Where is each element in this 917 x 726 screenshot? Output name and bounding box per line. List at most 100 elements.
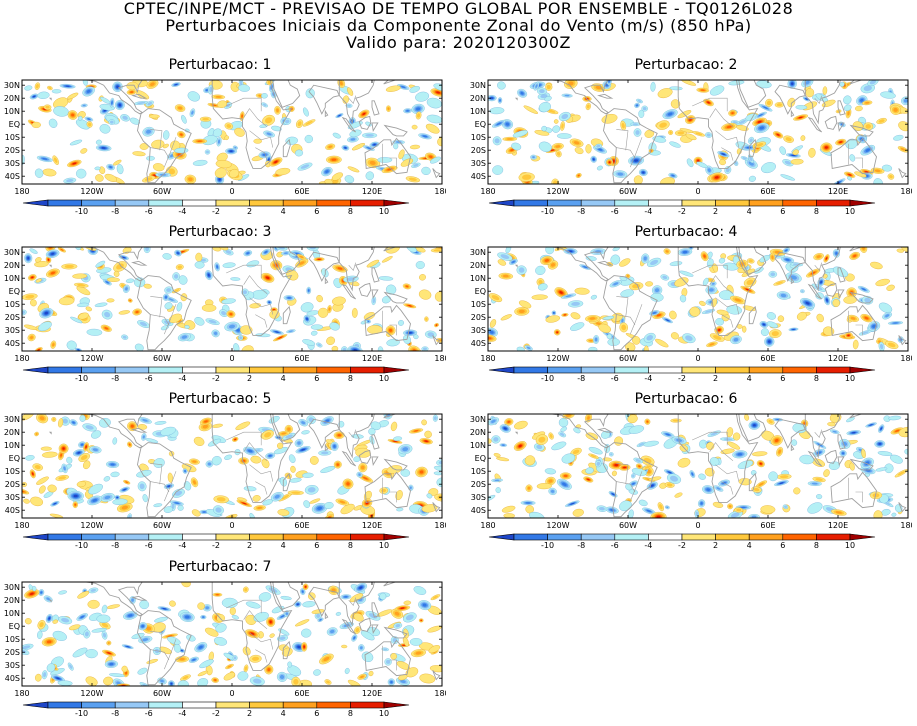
lon-tick-label: 120W [80,689,103,698]
colorbar-swatch [47,701,82,709]
panel-title: Perturbacao: 5 [168,391,272,407]
colorbar-swatch [513,366,548,374]
lon-tick-label: 180 [434,187,446,196]
colorbar-min-arrow [488,199,515,207]
anomaly-map: 30N 20N 10N EQ 10S 20S 30S 40S 180 120W 60W 0 60E 120… [470,79,912,216]
colorbar-label: 6 [780,374,785,383]
lon-tick-label: 180 [900,187,912,196]
perturbation-panel-1: Perturbacao: 1 30N 20N 10N EQ 10S 20S 30S 40S 180… [0,57,446,217]
lon-tick-label: 180 [14,689,29,698]
colorbar-label: -8 [111,541,119,550]
map-field [22,247,442,351]
colorbar-label: 10 [379,709,389,718]
colorbar-label: 6 [314,374,319,383]
lon-tick-label: 60E [294,521,309,530]
colorbar-swatch [648,533,683,541]
figure-title-line-2: Perturbacoes Iniciais da Componente Zona… [165,16,752,35]
perturbation-panel-4: Perturbacao: 4 30N 20N 10N EQ 10S 20S 30S 40S 180… [466,224,912,384]
colorbar-label: -2 [212,374,220,383]
lat-tick-label: 10N [470,274,486,283]
colorbar-swatch [816,199,851,207]
map-field [488,80,908,184]
anomaly-map: 30N 20N 10N EQ 10S 20S 30S 40S 180 120W 60W 0 60E 120… [4,413,446,550]
lon-tick-label: 120W [546,354,569,363]
lon-tick-label: 180 [900,521,912,530]
colorbar-label: 10 [379,207,389,216]
lon-tick-label: 60W [619,354,637,363]
lat-tick-label: 10N [4,274,20,283]
colorbar-label: -8 [111,207,119,216]
panel-title: Perturbacao: 4 [634,224,738,240]
lat-tick-label: 20S [5,648,20,657]
colorbar-min-arrow [22,366,49,374]
colorbar-label: -6 [611,374,619,383]
coastlines [514,247,907,351]
lat-tick-label: 10N [4,107,20,116]
colorbar-swatch [81,533,116,541]
lat-tick-label: EQ [9,120,20,129]
colorbar-max-arrow [383,701,410,709]
colorbar-swatch [282,701,318,709]
colorbar-swatch [681,199,716,207]
colorbar-swatch [580,533,616,541]
lon-tick-label: 180 [14,187,29,196]
lat-tick-label: 20N [470,261,486,270]
colorbar-label: -4 [178,709,186,718]
lat-tick-label: 30S [5,326,20,335]
colorbar-label: 8 [348,709,353,718]
lat-tick-label: 20N [470,94,486,103]
lon-tick-label: 180 [480,521,495,530]
colorbar-swatch [648,199,683,207]
colorbar-label: 2 [247,374,252,383]
colorbar-min-arrow [488,366,515,374]
colorbar-label: 2 [247,709,252,718]
colorbar-label: 6 [780,207,785,216]
colorbar-swatch [182,199,217,207]
lat-tick-label: 20N [4,94,20,103]
lat-tick-label: 30N [4,415,20,424]
colorbar-label: 6 [314,541,319,550]
colorbar-label: -10 [75,709,88,718]
lon-tick-label: 120E [828,354,848,363]
colorbar-label: 10 [845,374,855,383]
colorbar-label: 10 [379,374,389,383]
colorbar-swatch [249,533,284,541]
perturbation-panel-5: Perturbacao: 5 30N 20N 10N EQ 10S 20S 30S 40S 180… [0,391,446,551]
lon-tick-label: 180 [14,521,29,530]
lat-tick-label: 30S [5,661,20,670]
lon-tick-label: 120E [828,187,848,196]
lon-tick-label: 120E [362,187,382,196]
figure-title-line-3: Valido para: 2020120300Z [345,33,571,52]
colorbar-label: -6 [145,709,153,718]
colorbar-swatch [513,533,548,541]
colorbar-label: -10 [541,374,554,383]
lat-tick-label: 20S [471,313,486,322]
perturbation-panel-3: Perturbacao: 3 30N 20N 10N EQ 10S 20S 30S 40S 180… [0,224,446,384]
colorbar-label: -6 [611,541,619,550]
lat-tick-label: 10S [471,467,486,476]
colorbar-swatch [81,701,116,709]
perturbation-panel-6: Perturbacao: 6 30N 20N 10N EQ 10S 20S 30S 40S 180… [466,391,912,551]
colorbar-label: 8 [348,374,353,383]
map-field [22,80,442,184]
colorbar-swatch [580,199,616,207]
lat-tick-label: 20S [5,480,20,489]
panel-title: Perturbacao: 2 [634,57,738,73]
map-field [22,414,442,518]
lon-tick-label: 60E [760,354,775,363]
coastlines [48,80,441,184]
lat-tick-label: 20N [4,261,20,270]
colorbar-swatch [114,533,150,541]
lon-tick-label: 60W [619,521,637,530]
colorbar-label: 8 [814,374,819,383]
colorbar-label: -10 [541,541,554,550]
colorbar: -10 -8 -6 -4 -2 2 4 6 8 10 [22,366,410,383]
colorbar-swatch [748,199,784,207]
lon-tick-label: 0 [229,187,234,196]
lat-tick-label: 30N [470,415,486,424]
lat-tick-label: 30N [4,583,20,592]
colorbar-swatch [316,199,351,207]
lat-tick-label: 10S [5,467,20,476]
colorbar-swatch [182,533,217,541]
colorbar-label: 8 [348,541,353,550]
